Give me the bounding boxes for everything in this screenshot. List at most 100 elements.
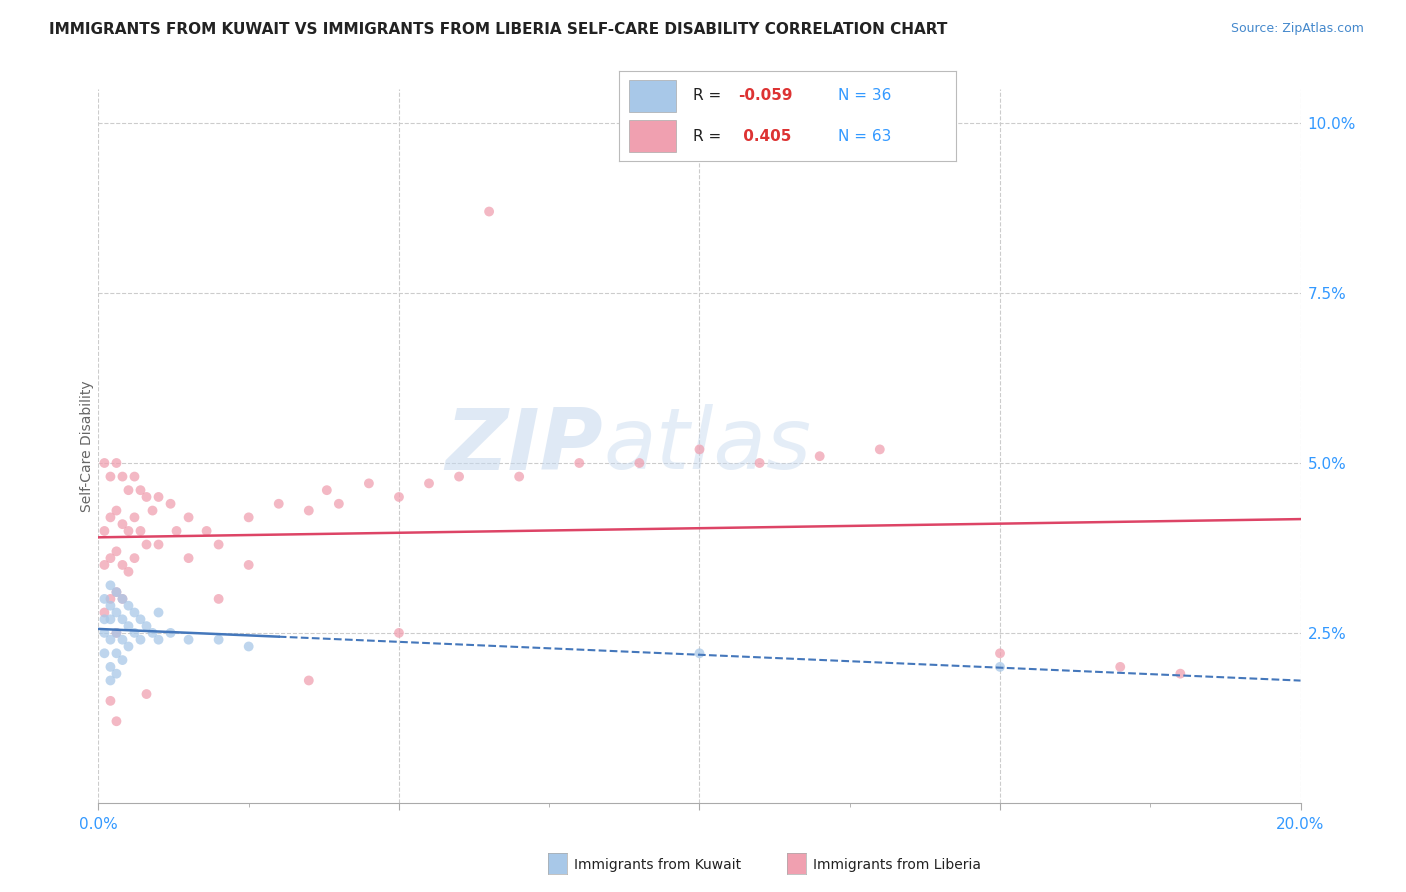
Point: [124, 606, 146, 620]
Point: [111, 591, 134, 606]
Point: [568, 456, 591, 470]
Point: [267, 497, 290, 511]
Point: [100, 660, 122, 674]
Text: Immigrants from Liberia: Immigrants from Liberia: [813, 858, 980, 872]
Point: [93, 612, 115, 626]
Point: [388, 490, 411, 504]
Point: [141, 503, 163, 517]
Point: [105, 503, 128, 517]
Point: [689, 646, 711, 660]
Point: [478, 204, 501, 219]
Point: [238, 510, 260, 524]
Point: [748, 456, 770, 470]
Point: [135, 619, 157, 633]
Point: [208, 537, 231, 551]
Point: [100, 578, 122, 592]
Point: [100, 591, 122, 606]
Point: [1170, 666, 1192, 681]
Point: [177, 551, 200, 566]
Point: [808, 449, 831, 463]
Point: [124, 626, 146, 640]
Point: [105, 585, 128, 599]
Point: [148, 632, 170, 647]
Point: [298, 673, 321, 688]
Point: [100, 551, 122, 566]
Point: [93, 646, 115, 660]
Point: [298, 503, 321, 517]
Text: ZIP: ZIP: [446, 404, 603, 488]
Point: [100, 632, 122, 647]
Point: [129, 524, 152, 538]
Y-axis label: Self-Care Disability: Self-Care Disability: [80, 380, 94, 512]
FancyBboxPatch shape: [628, 80, 676, 112]
Point: [628, 456, 651, 470]
Point: [208, 632, 231, 647]
Point: [418, 476, 440, 491]
Point: [111, 612, 134, 626]
Point: [988, 646, 1011, 660]
Point: [100, 612, 122, 626]
Point: [105, 646, 128, 660]
Point: [148, 490, 170, 504]
Point: [117, 599, 139, 613]
Text: N = 63: N = 63: [838, 128, 891, 144]
Point: [124, 510, 146, 524]
Point: [117, 565, 139, 579]
Point: [105, 666, 128, 681]
Point: [447, 469, 470, 483]
Point: [238, 640, 260, 654]
Point: [100, 599, 122, 613]
Point: [100, 694, 122, 708]
Point: [111, 653, 134, 667]
Point: [100, 673, 122, 688]
Point: [135, 490, 157, 504]
Point: [1109, 660, 1132, 674]
Point: [111, 517, 134, 532]
Point: [159, 497, 181, 511]
Text: atlas: atlas: [603, 404, 811, 488]
Point: [93, 626, 115, 640]
Point: [195, 524, 218, 538]
Point: [100, 510, 122, 524]
Text: R =: R =: [693, 128, 725, 144]
Point: [105, 456, 128, 470]
Point: [129, 632, 152, 647]
Point: [117, 619, 139, 633]
Text: Immigrants from Kuwait: Immigrants from Kuwait: [574, 858, 741, 872]
Text: -0.059: -0.059: [738, 88, 793, 103]
Point: [159, 626, 181, 640]
Point: [869, 442, 891, 457]
Point: [148, 606, 170, 620]
Text: N = 36: N = 36: [838, 88, 891, 103]
Point: [100, 469, 122, 483]
Point: [105, 714, 128, 729]
Point: [177, 510, 200, 524]
Point: [124, 551, 146, 566]
Point: [508, 469, 530, 483]
Point: [93, 524, 115, 538]
Text: Source: ZipAtlas.com: Source: ZipAtlas.com: [1230, 22, 1364, 36]
Point: [124, 469, 146, 483]
Point: [105, 626, 128, 640]
Point: [105, 626, 128, 640]
Point: [111, 591, 134, 606]
Point: [93, 591, 115, 606]
Point: [93, 456, 115, 470]
Text: R =: R =: [693, 88, 725, 103]
Point: [238, 558, 260, 572]
Point: [105, 544, 128, 558]
Point: [328, 497, 350, 511]
Point: [105, 606, 128, 620]
Point: [135, 537, 157, 551]
Point: [117, 524, 139, 538]
Point: [111, 558, 134, 572]
Point: [141, 626, 163, 640]
Point: [166, 524, 188, 538]
Point: [111, 469, 134, 483]
Point: [105, 585, 128, 599]
Point: [315, 483, 337, 498]
Point: [111, 632, 134, 647]
FancyBboxPatch shape: [628, 120, 676, 152]
Point: [208, 591, 231, 606]
Point: [129, 483, 152, 498]
